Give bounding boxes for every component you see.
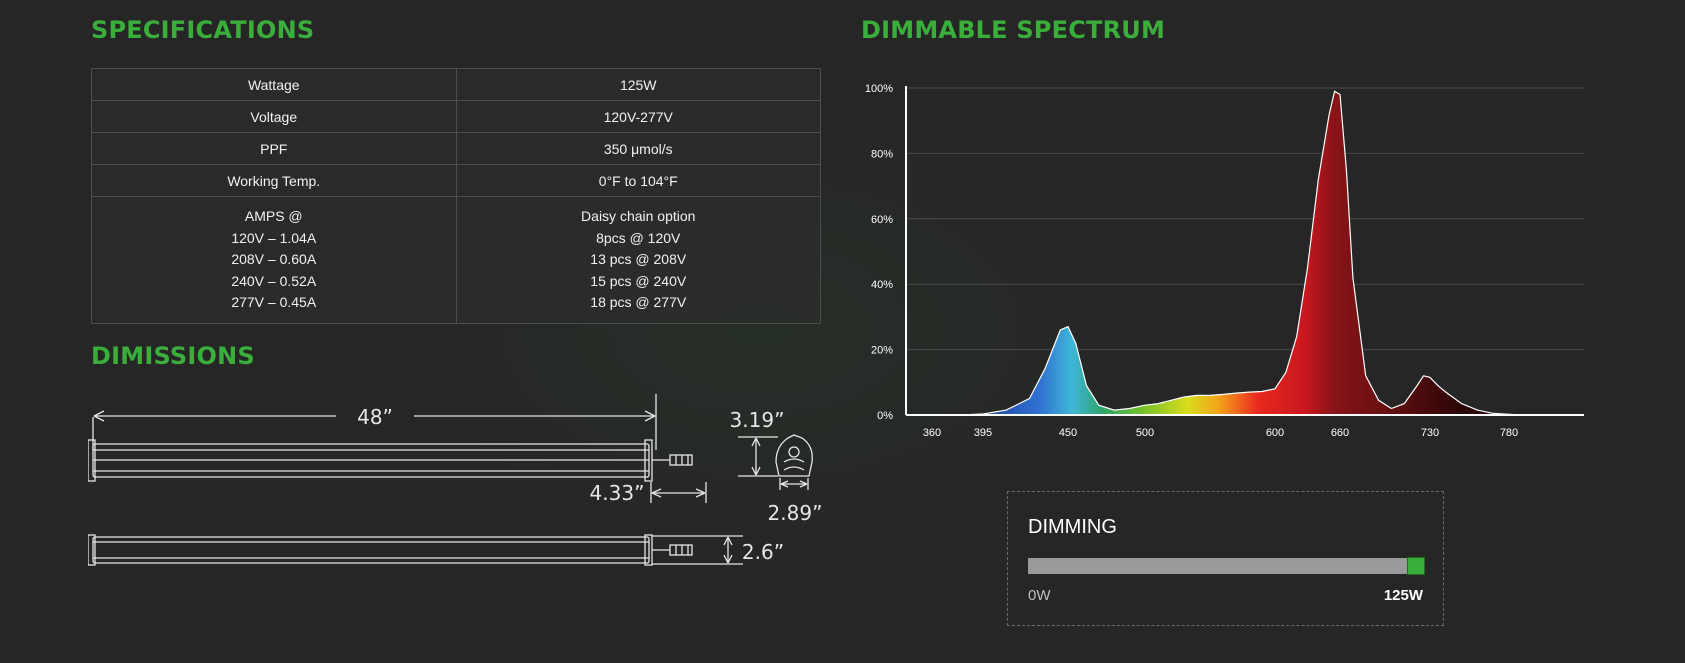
dimming-panel: DIMMING 0W 125W (1007, 491, 1444, 626)
table-row: AMPS @ 120V – 1.04A 208V – 0.60A 240V – … (91, 196, 821, 324)
dimming-min-label: 0W (1028, 587, 1051, 604)
spectrum-area (932, 90, 1584, 416)
x-tick-label: 780 (1500, 427, 1518, 439)
dimensions-heading: DIMISSIONS (91, 342, 255, 370)
y-tick-label: 100% (865, 83, 893, 95)
specifications-heading: SPECIFICATIONS (91, 16, 315, 44)
y-tick-label: 80% (871, 148, 893, 160)
spec-value: 125W (455, 68, 821, 101)
dimming-max-label: 125W (1383, 587, 1423, 604)
amps-line: 120V – 1.04A (231, 229, 317, 246)
table-row: PPF 350 μmol/s (91, 132, 821, 165)
y-tick-label: 40% (871, 279, 893, 291)
spec-label: Working Temp. (91, 164, 457, 197)
x-tick-label: 730 (1421, 427, 1439, 439)
dimensions-drawing: 48” 3.19” 4.33” 2.89” 2.6” (88, 394, 823, 566)
width-label: 2.89” (768, 501, 823, 525)
spec-label: PPF (91, 132, 457, 165)
chart-grid (906, 87, 1584, 351)
x-tick-label: 360 (923, 427, 941, 439)
spec-label: Wattage (91, 68, 457, 101)
amps-line: 277V – 0.45A (231, 294, 317, 311)
dimming-title: DIMMING (1028, 516, 1117, 538)
dimming-slider-fill (1028, 558, 1424, 574)
amps-cell: AMPS @ 120V – 1.04A 208V – 0.60A 240V – … (91, 196, 457, 324)
y-axis-labels: 0% 20% 40% 60% 80% 100% (865, 83, 893, 422)
spectrum-chart: 0% 20% 40% 60% 80% 100% 360 395 450 500 600 660 730… (865, 83, 1584, 439)
x-tick-label: 500 (1136, 427, 1154, 439)
daisy-chain-line: 8pcs @ 120V (596, 229, 681, 246)
x-tick-label: 395 (974, 427, 992, 439)
x-tick-label: 450 (1059, 427, 1077, 439)
dimming-slider-handle[interactable] (1407, 557, 1425, 575)
y-tick-label: 60% (871, 214, 893, 226)
table-row: Working Temp. 0°F to 104°F (91, 164, 821, 197)
y-tick-label: 0% (877, 410, 893, 422)
x-tick-label: 660 (1331, 427, 1349, 439)
dimming-slider[interactable] (1028, 557, 1425, 575)
amps-line: 240V – 0.52A (231, 272, 317, 289)
x-axis-labels: 360 395 450 500 600 660 730 780 (923, 427, 1518, 439)
amps-line: AMPS @ (244, 208, 303, 225)
connector-length-label: 4.33” (590, 481, 645, 505)
specifications-table: Wattage 125W Voltage 120V-277V PPF 350 μ… (91, 68, 821, 324)
y-tick-label: 20% (871, 345, 893, 357)
spec-value: 0°F to 104°F (455, 164, 821, 197)
spec-value: 350 μmol/s (455, 132, 821, 165)
length-label: 48” (357, 405, 393, 429)
daisy-chain-cell: Daisy chain option 8pcs @ 120V 13 pcs @ … (455, 196, 821, 324)
depth-label: 2.6” (742, 540, 784, 564)
daisy-chain-line: 18 pcs @ 277V (590, 294, 687, 311)
x-tick-label: 600 (1266, 427, 1284, 439)
spec-value: 120V-277V (455, 100, 821, 133)
table-row: Voltage 120V-277V (91, 100, 821, 133)
height-label: 3.19” (730, 408, 785, 432)
daisy-chain-line: 15 pcs @ 240V (590, 272, 687, 289)
table-row: Wattage 125W (91, 68, 821, 101)
spectrum-heading: DIMMABLE SPECTRUM (861, 16, 1166, 44)
spec-label: Voltage (91, 100, 457, 133)
daisy-chain-line: 13 pcs @ 208V (590, 251, 687, 268)
daisy-chain-line: Daisy chain option (581, 208, 696, 225)
amps-line: 208V – 0.60A (231, 251, 317, 268)
